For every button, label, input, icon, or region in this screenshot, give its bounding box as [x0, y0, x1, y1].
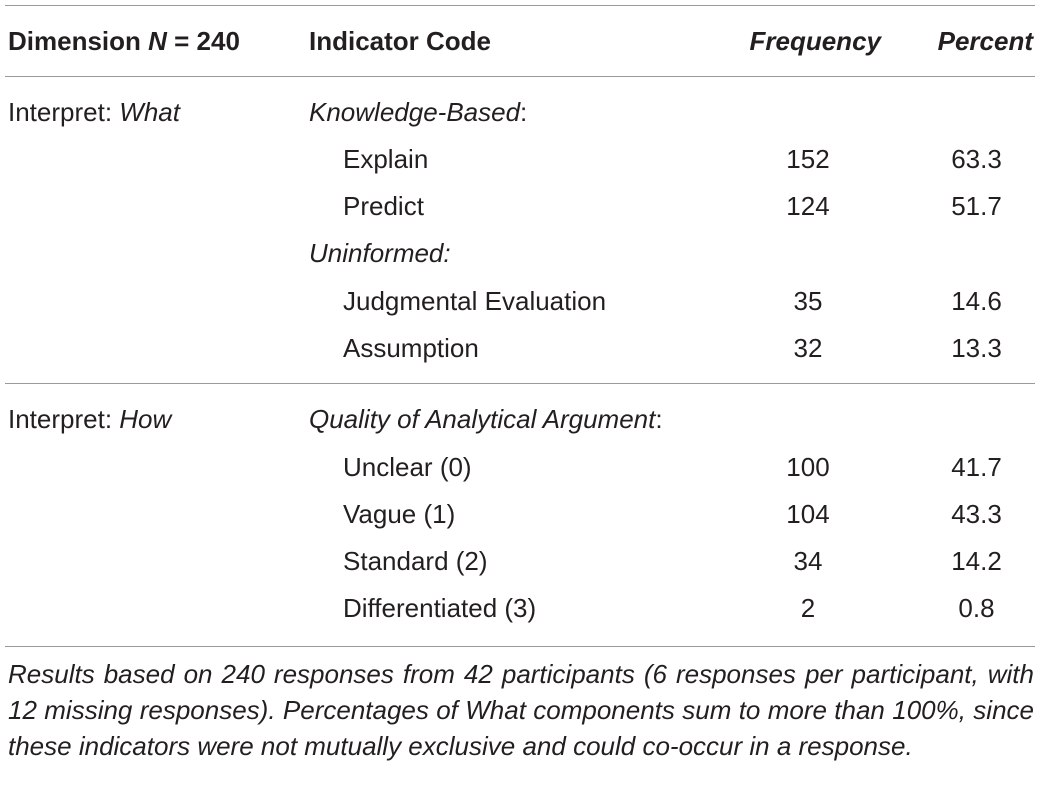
- table-row-code: Assumption: [343, 333, 479, 363]
- table-row-percent: 14.2: [951, 546, 1002, 576]
- table-row-frequency: 100: [786, 452, 830, 482]
- table-row-frequency: 2: [800, 593, 816, 623]
- table-row-code: Judgmental Evaluation: [343, 286, 607, 316]
- table-row-percent: 14.6: [951, 286, 1002, 316]
- table-row-percent: 51.7: [951, 191, 1002, 221]
- table-row-frequency: 32: [793, 333, 823, 363]
- table-row-frequency: 104: [786, 499, 830, 529]
- table-row-percent: 41.7: [951, 452, 1002, 482]
- table-row-code: Unclear (0): [343, 452, 472, 482]
- table-row-frequency: 35: [793, 286, 823, 316]
- table-row-percent: 43.3: [951, 499, 1002, 529]
- table-row-code: Explain: [343, 144, 429, 174]
- table-row-code: Vague (1): [343, 499, 456, 529]
- dimension-what: Interpret: What: [8, 97, 180, 127]
- group-label-uninformed: Uninformed:: [309, 238, 451, 268]
- table-row-code: Standard (2): [343, 546, 488, 576]
- table-row-code: Predict: [343, 191, 424, 221]
- section-divider-rule: [5, 383, 1035, 384]
- table-row-percent: 13.3: [951, 333, 1002, 363]
- header-frequency: Frequency: [749, 26, 882, 56]
- group-label-quality-of-analytical-argument: Quality of Analytical Argument:: [309, 404, 663, 434]
- header-percent: Percent: [937, 26, 1033, 56]
- table-row-percent: 63.3: [951, 144, 1002, 174]
- header-dimension: Dimension N = 240: [8, 26, 240, 56]
- table-row-percent: 0.8: [958, 593, 995, 623]
- table-bottom-rule: [5, 646, 1035, 647]
- table-footnote: Results based on 240 responses from 42 p…: [8, 659, 1034, 761]
- table-row-frequency: 34: [793, 546, 823, 576]
- group-label-knowledge-based: Knowledge-Based:: [309, 97, 528, 127]
- table-top-rule: [5, 5, 1035, 6]
- table-row-code: Differentiated (3): [343, 593, 537, 623]
- header-rule: [5, 76, 1035, 77]
- header-indicator-code: Indicator Code: [309, 26, 492, 56]
- table-row-frequency: 124: [786, 191, 830, 221]
- dimension-how: Interpret: How: [8, 404, 172, 434]
- table-row-frequency: 152: [786, 144, 830, 174]
